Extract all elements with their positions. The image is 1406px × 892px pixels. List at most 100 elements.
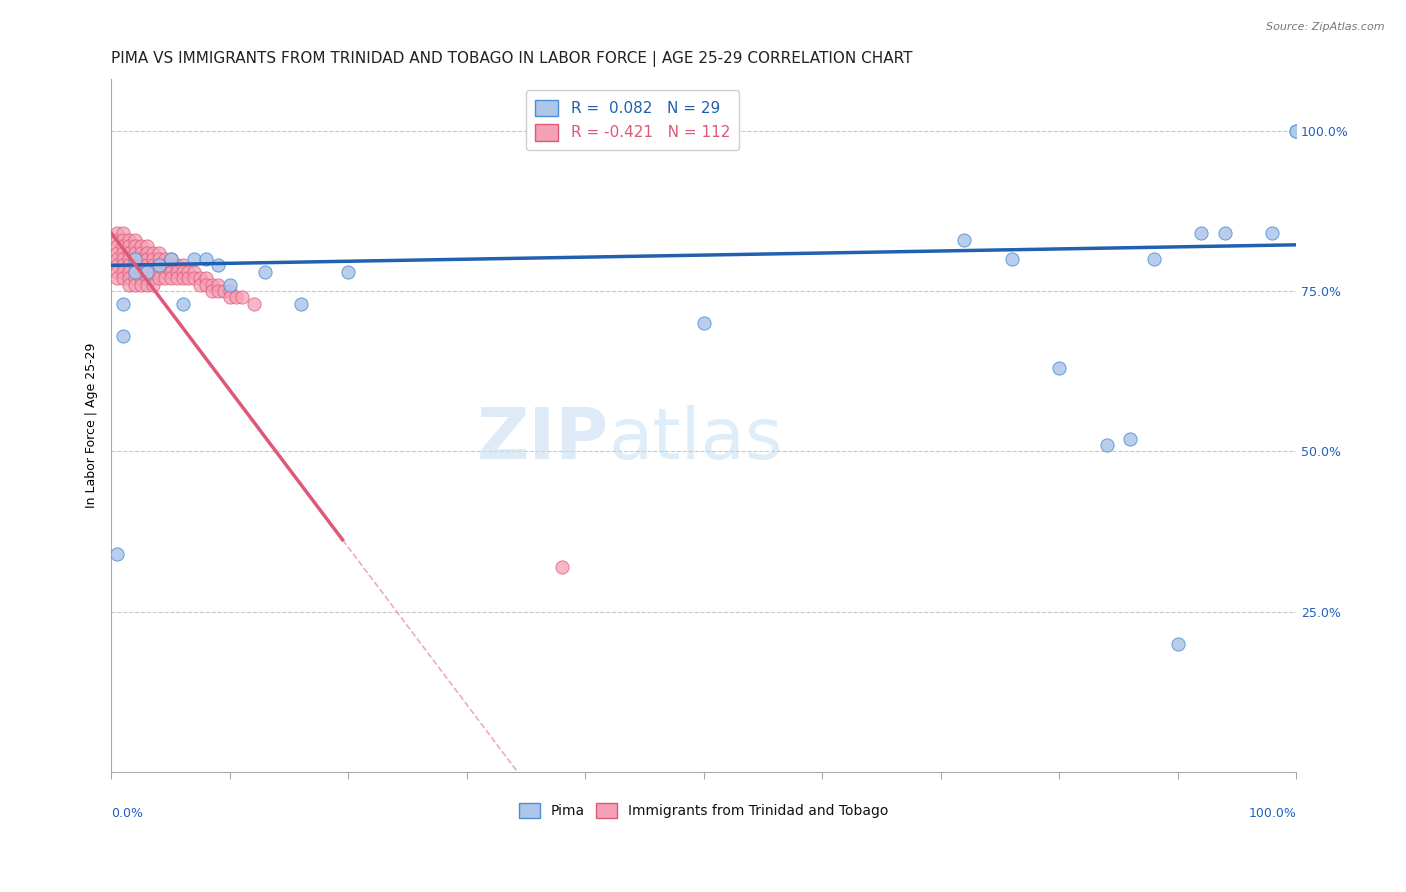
Point — [148, 265, 170, 279]
Point — [112, 239, 135, 253]
Point — [166, 271, 188, 285]
Point — [148, 252, 170, 266]
Point — [159, 252, 181, 266]
Point — [1047, 361, 1070, 376]
Point — [118, 258, 141, 272]
Point — [1213, 227, 1236, 241]
Point — [225, 290, 247, 304]
Point — [195, 271, 218, 285]
Point — [219, 290, 242, 304]
Point — [129, 277, 152, 292]
Point — [136, 239, 159, 253]
Text: PIMA VS IMMIGRANTS FROM TRINIDAD AND TOBAGO IN LABOR FORCE | AGE 25-29 CORRELATI: PIMA VS IMMIGRANTS FROM TRINIDAD AND TOB… — [111, 51, 912, 67]
Point — [188, 277, 211, 292]
Point — [107, 227, 129, 241]
Point — [153, 252, 176, 266]
Point — [136, 245, 159, 260]
Point — [1095, 438, 1118, 452]
Point — [1119, 432, 1142, 446]
Point — [172, 265, 194, 279]
Point — [129, 271, 152, 285]
Point — [153, 258, 176, 272]
Point — [142, 277, 165, 292]
Point — [550, 559, 572, 574]
Point — [112, 297, 135, 311]
Point — [159, 271, 181, 285]
Point — [107, 239, 129, 253]
Point — [177, 271, 200, 285]
Point — [124, 265, 146, 279]
Y-axis label: In Labor Force | Age 25-29: In Labor Force | Age 25-29 — [86, 343, 98, 508]
Point — [290, 297, 312, 311]
Point — [124, 239, 146, 253]
Point — [118, 245, 141, 260]
Point — [148, 245, 170, 260]
Point — [166, 265, 188, 279]
Point — [136, 271, 159, 285]
Point — [183, 271, 205, 285]
Point — [153, 271, 176, 285]
Point — [153, 265, 176, 279]
Point — [112, 252, 135, 266]
Text: atlas: atlas — [609, 405, 783, 474]
Legend: Pima, Immigrants from Trinidad and Tobago: Pima, Immigrants from Trinidad and Tobag… — [513, 797, 894, 824]
Point — [107, 252, 129, 266]
Point — [207, 258, 229, 272]
Point — [172, 258, 194, 272]
Point — [201, 277, 224, 292]
Text: 0.0%: 0.0% — [111, 806, 143, 820]
Point — [148, 258, 170, 272]
Point — [183, 265, 205, 279]
Point — [337, 265, 360, 279]
Point — [1189, 227, 1212, 241]
Point — [118, 265, 141, 279]
Point — [183, 252, 205, 266]
Point — [124, 258, 146, 272]
Point — [201, 284, 224, 298]
Point — [219, 284, 242, 298]
Point — [129, 258, 152, 272]
Point — [1143, 252, 1166, 266]
Point — [112, 258, 135, 272]
Point — [112, 233, 135, 247]
Point — [142, 258, 165, 272]
Point — [212, 284, 235, 298]
Point — [124, 265, 146, 279]
Point — [118, 271, 141, 285]
Point — [148, 271, 170, 285]
Point — [142, 245, 165, 260]
Point — [124, 252, 146, 266]
Point — [129, 252, 152, 266]
Point — [107, 265, 129, 279]
Text: ZIP: ZIP — [477, 405, 609, 474]
Point — [142, 271, 165, 285]
Point — [107, 547, 129, 561]
Point — [124, 277, 146, 292]
Point — [177, 265, 200, 279]
Point — [107, 233, 129, 247]
Text: 100.0%: 100.0% — [1249, 806, 1296, 820]
Point — [124, 245, 146, 260]
Point — [1285, 123, 1308, 137]
Point — [129, 265, 152, 279]
Point — [129, 239, 152, 253]
Point — [118, 277, 141, 292]
Point — [159, 258, 181, 272]
Point — [1261, 227, 1284, 241]
Point — [166, 258, 188, 272]
Point — [124, 252, 146, 266]
Point — [693, 316, 716, 330]
Point — [136, 252, 159, 266]
Point — [1167, 637, 1189, 651]
Point — [129, 245, 152, 260]
Point — [112, 227, 135, 241]
Point — [118, 239, 141, 253]
Point — [107, 245, 129, 260]
Point — [112, 265, 135, 279]
Point — [219, 277, 242, 292]
Point — [112, 245, 135, 260]
Point — [231, 290, 253, 304]
Point — [195, 277, 218, 292]
Point — [1001, 252, 1024, 266]
Point — [118, 252, 141, 266]
